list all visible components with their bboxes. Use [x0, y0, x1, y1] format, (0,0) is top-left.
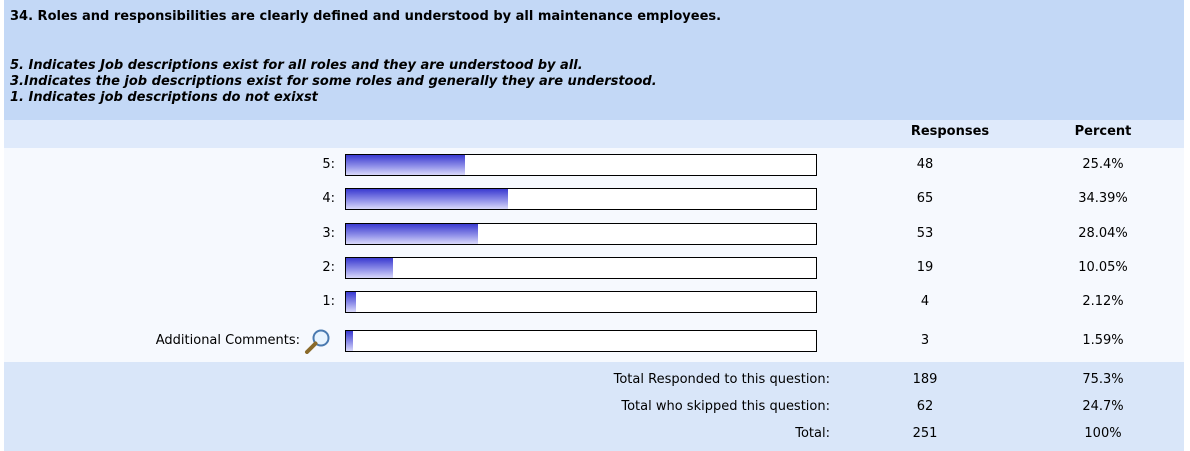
total-percent: 75.3%	[1082, 372, 1124, 387]
total-responses: 62	[916, 399, 934, 414]
bar	[346, 155, 466, 175]
percent: 10.05%	[1078, 260, 1128, 275]
percent: 34.39%	[1078, 191, 1128, 206]
bar-track	[345, 330, 817, 352]
percent: 28.04%	[1078, 226, 1128, 241]
bar-track	[345, 154, 817, 176]
description: 5. Indicates Job descriptions exist for …	[10, 58, 583, 73]
row-label: 4:	[322, 191, 335, 206]
row-label: 3:	[322, 226, 335, 241]
bar	[346, 292, 356, 312]
responses: 4	[920, 294, 930, 309]
row-label: 2:	[322, 260, 335, 275]
percent: 1.59%	[1082, 333, 1124, 348]
column-header: Percent	[1074, 124, 1132, 139]
bar	[346, 331, 354, 351]
percent: 25.4%	[1082, 157, 1124, 172]
total-label: Total who skipped this question:	[621, 399, 830, 414]
bar-track	[345, 291, 817, 313]
total-percent: 100%	[1084, 426, 1122, 441]
bar	[346, 224, 478, 244]
total-percent: 24.7%	[1082, 399, 1124, 414]
row-label: 5:	[322, 157, 335, 172]
total-label: Total:	[795, 426, 830, 441]
description: 1. Indicates job descriptions do not exi…	[10, 90, 318, 105]
comments-icon[interactable]	[303, 328, 333, 354]
total-responses: 189	[912, 372, 938, 387]
responses: 19	[916, 260, 934, 275]
responses: 53	[916, 226, 934, 241]
description: 3.Indicates the job descriptions exist f…	[10, 74, 657, 89]
responses: 65	[916, 191, 934, 206]
row-label: 1:	[322, 294, 335, 309]
bar-track	[345, 188, 817, 210]
column-header-row	[4, 120, 1184, 148]
question-title: 34. Roles and responsibilities are clear…	[10, 9, 722, 24]
column-header: Responses	[910, 124, 990, 139]
total-label: Total Responded to this question:	[613, 372, 830, 387]
responses: 3	[920, 333, 930, 348]
percent: 2.12%	[1082, 294, 1124, 309]
total-responses: 251	[912, 426, 938, 441]
question-header	[4, 0, 1184, 120]
bar-track	[345, 223, 817, 245]
responses: 48	[916, 157, 934, 172]
rows-area	[4, 148, 1184, 362]
bar-track	[345, 257, 817, 279]
row-label: Additional Comments:	[155, 333, 300, 348]
bar	[346, 189, 508, 209]
bar	[346, 258, 394, 278]
totals-area	[4, 362, 1184, 451]
